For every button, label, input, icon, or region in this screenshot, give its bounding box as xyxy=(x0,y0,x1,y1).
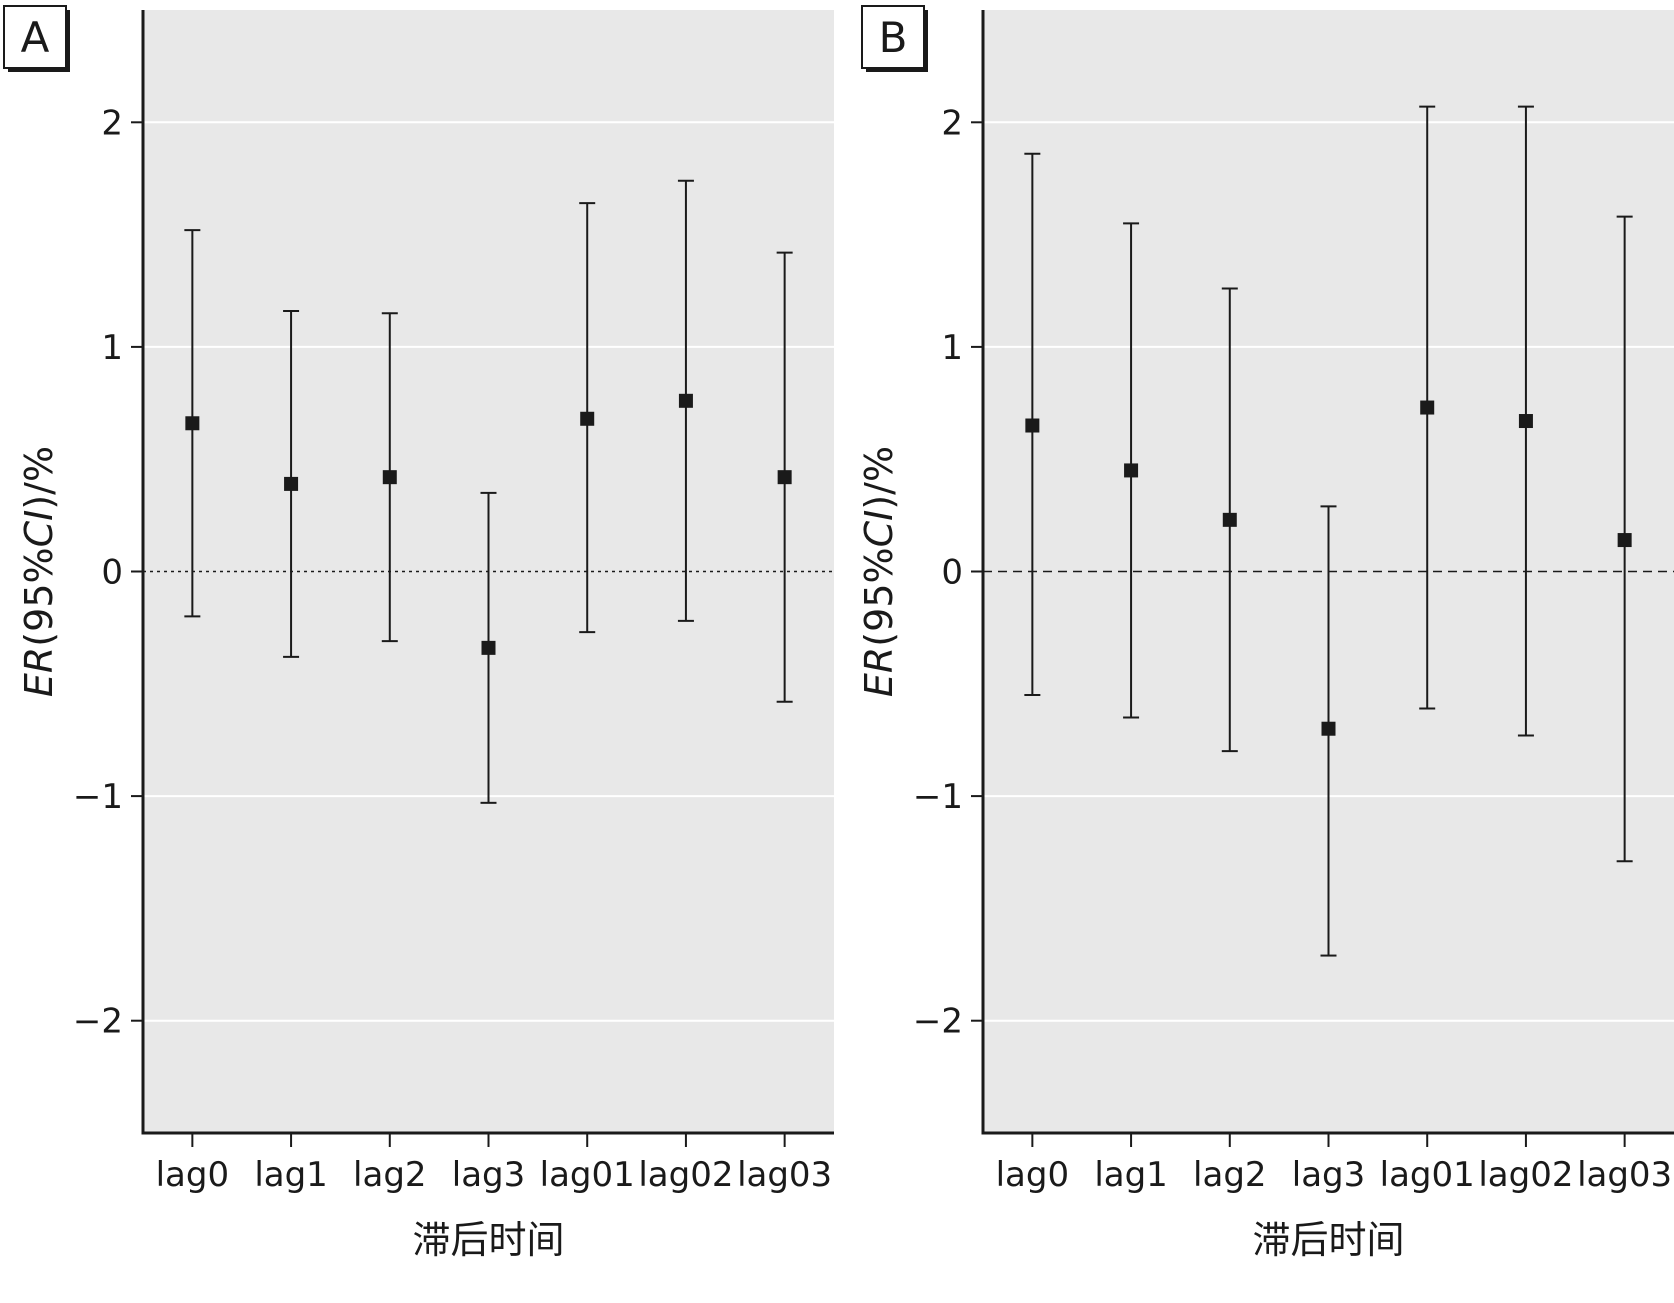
point-estimate xyxy=(777,470,792,485)
y-tick-label: −1 xyxy=(73,777,123,817)
y-axis-title: ER(95%CI)/% xyxy=(17,446,61,697)
x-tick-label: lag01 xyxy=(540,1155,635,1195)
y-tick-label: −2 xyxy=(73,1002,123,1042)
point-estimate xyxy=(580,411,595,426)
point-estimate xyxy=(284,476,299,491)
y-tick-label: 1 xyxy=(941,328,963,368)
x-tick-label: lag2 xyxy=(1193,1155,1267,1195)
chart-panel-A: 2 1 0 −1 −2 lag0 lag1 lag2 lag3 lag01 lag02 lag03 滞后… xyxy=(3,5,834,1262)
x-tick-label: lag02 xyxy=(1478,1155,1573,1195)
y-tick-label: 0 xyxy=(941,553,963,593)
y-tick-label: 1 xyxy=(101,328,123,368)
x-tick-label: lag2 xyxy=(353,1155,427,1195)
x-tick-label: lag01 xyxy=(1380,1155,1475,1195)
panel-letter: B xyxy=(879,13,908,62)
point-estimate xyxy=(1025,418,1040,433)
point-estimate xyxy=(1518,414,1533,429)
point-estimate xyxy=(481,640,496,655)
x-tick-label: lag03 xyxy=(737,1155,832,1195)
y-tick-label: 2 xyxy=(101,103,123,143)
x-tick-label: lag3 xyxy=(1292,1155,1366,1195)
panel-letter-box xyxy=(3,5,67,69)
x-tick-label: lag03 xyxy=(1577,1155,1672,1195)
x-tick-label: lag1 xyxy=(254,1155,328,1195)
x-tick-label: lag0 xyxy=(156,1155,230,1195)
point-estimate xyxy=(382,470,397,485)
y-tick-label: −1 xyxy=(913,777,963,817)
chart-panel-B: 2 1 0 −1 −2 lag0 lag1 lag2 lag3 lag01 lag02 lag03 滞后… xyxy=(857,5,1674,1262)
point-estimate xyxy=(678,393,693,408)
x-tick-label: lag3 xyxy=(452,1155,526,1195)
panel-letter: A xyxy=(21,13,50,62)
point-estimate xyxy=(1222,512,1237,527)
point-estimate xyxy=(1617,533,1632,548)
point-estimate xyxy=(1420,400,1435,415)
panel-letter-box xyxy=(861,5,925,69)
x-tick-label: lag0 xyxy=(996,1155,1070,1195)
y-tick-label: 2 xyxy=(941,103,963,143)
x-tick-label: lag02 xyxy=(638,1155,733,1195)
point-estimate xyxy=(1124,463,1139,478)
point-estimate xyxy=(185,416,200,431)
x-axis-title: 滞后时间 xyxy=(1252,1218,1404,1262)
x-axis-title: 滞后时间 xyxy=(412,1218,564,1262)
y-tick-label: −2 xyxy=(913,1002,963,1042)
y-tick-label: 0 xyxy=(101,553,123,593)
x-tick-label: lag1 xyxy=(1094,1155,1168,1195)
point-estimate xyxy=(1321,721,1336,736)
y-axis-title: ER(95%CI)/% xyxy=(857,446,901,697)
